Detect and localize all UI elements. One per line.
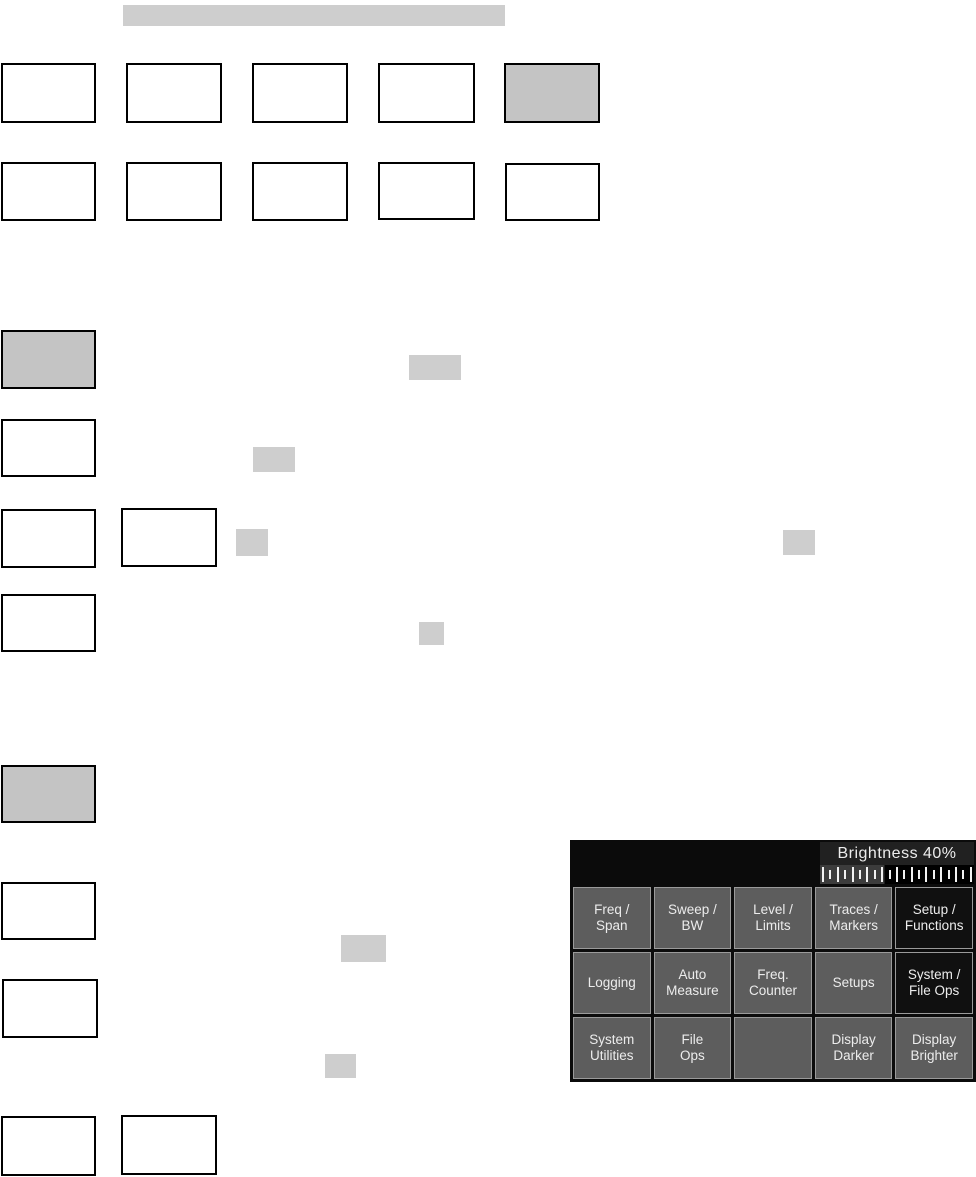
figure-box bbox=[252, 63, 348, 123]
menu-button-freq-span[interactable]: Freq / Span bbox=[573, 887, 651, 949]
menu-button-sweep-bw[interactable]: Sweep / BW bbox=[653, 887, 732, 949]
slider-tick bbox=[844, 870, 847, 879]
menu-button-auto-measure[interactable]: Auto Measure bbox=[653, 952, 732, 1014]
slider-tick bbox=[940, 867, 943, 882]
slider-tick bbox=[858, 870, 861, 879]
figure-box bbox=[126, 63, 222, 123]
slider-tick bbox=[947, 870, 950, 879]
figure-box bbox=[505, 163, 600, 221]
slider-tick bbox=[829, 870, 832, 879]
figure-box bbox=[1, 509, 96, 568]
highlight-mark bbox=[236, 529, 268, 556]
menu-grid: Freq / Span Sweep / BW Level / Limits Trace… bbox=[573, 887, 973, 1079]
figure-box-highlighted bbox=[1, 330, 96, 389]
slider-tick bbox=[962, 870, 965, 879]
brightness-label: Brightness 40% bbox=[820, 842, 974, 865]
highlight-mark bbox=[783, 530, 815, 555]
highlight-mark bbox=[253, 447, 295, 472]
figure-box bbox=[1, 63, 96, 123]
slider-tick bbox=[903, 870, 906, 879]
menu-button-traces-markers[interactable]: Traces / Markers bbox=[814, 887, 893, 949]
figure-box bbox=[1, 882, 96, 940]
slider-tick bbox=[925, 867, 928, 882]
brightness-widget: Brightness 40% bbox=[820, 842, 974, 884]
figure-box bbox=[126, 162, 222, 221]
menu-button-file-ops[interactable]: File Ops bbox=[653, 1017, 732, 1079]
slider-tick bbox=[932, 870, 935, 879]
slider-tick bbox=[866, 867, 869, 882]
brightness-slider[interactable] bbox=[820, 865, 974, 884]
menu-button-setups[interactable]: Setups bbox=[814, 952, 893, 1014]
slider-tick bbox=[881, 867, 884, 882]
figure-box bbox=[252, 162, 348, 221]
slider-tick bbox=[888, 870, 891, 879]
figure-box bbox=[121, 508, 217, 567]
menu-button-display-brighter[interactable]: Display Brighter bbox=[895, 1017, 973, 1079]
menu-button-blank[interactable] bbox=[734, 1017, 812, 1079]
highlight-mark bbox=[341, 935, 386, 962]
slider-tick bbox=[895, 867, 898, 882]
highlight-mark bbox=[419, 622, 444, 645]
figure-box bbox=[2, 979, 98, 1038]
figure-box bbox=[1, 419, 96, 477]
slider-tick bbox=[851, 867, 854, 882]
figure-box-highlighted bbox=[1, 765, 96, 823]
figure-box bbox=[378, 162, 475, 220]
highlight-mark bbox=[325, 1054, 356, 1078]
menu-button-display-darker[interactable]: Display Darker bbox=[814, 1017, 893, 1079]
figure-box bbox=[1, 594, 96, 652]
menu-screenshot: Brightness 40% Freq / Span Sweep / BW Leve… bbox=[570, 840, 976, 1082]
figure-box bbox=[121, 1115, 217, 1175]
figure-box bbox=[1, 1116, 96, 1176]
slider-tick bbox=[918, 870, 921, 879]
figure-box bbox=[378, 63, 475, 123]
menu-button-system-utilities[interactable]: System Utilities bbox=[573, 1017, 651, 1079]
menu-button-freq-counter[interactable]: Freq. Counter bbox=[734, 952, 812, 1014]
menu-button-system-file-ops[interactable]: System / File Ops bbox=[895, 952, 973, 1014]
slider-tick bbox=[910, 867, 913, 882]
menu-button-logging[interactable]: Logging bbox=[573, 952, 651, 1014]
slider-tick bbox=[955, 867, 958, 882]
figure-box bbox=[1, 162, 96, 221]
menu-button-setup-functions[interactable]: Setup / Functions bbox=[895, 887, 973, 949]
slider-tick bbox=[969, 867, 972, 882]
menu-button-level-limits[interactable]: Level / Limits bbox=[734, 887, 812, 949]
title-highlight-bar bbox=[123, 5, 505, 26]
slider-tick bbox=[836, 867, 839, 882]
highlight-mark bbox=[409, 355, 461, 380]
slider-tick bbox=[822, 867, 824, 882]
figure-box-highlighted bbox=[504, 63, 600, 123]
slider-tick bbox=[873, 870, 876, 879]
